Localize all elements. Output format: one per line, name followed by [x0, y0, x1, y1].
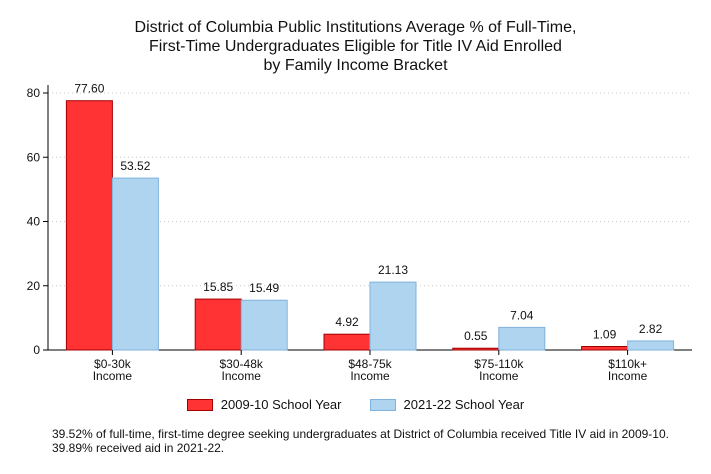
bar-1-3	[498, 326, 546, 351]
bar-0-2	[323, 333, 371, 351]
chart-title: District of Columbia Public Institutions…	[0, 18, 711, 75]
legend-item-2009-10: 2009-10 School Year	[186, 397, 342, 412]
data-label-0-3: 0.55	[464, 329, 488, 343]
y-tick-label-0: 0	[33, 343, 40, 357]
data-label-1-2: 21.13	[378, 263, 408, 277]
x-tick-label-2-1: Income	[350, 369, 390, 383]
chart-title-line-1: District of Columbia Public Institutions…	[134, 19, 577, 36]
y-tick-label-40: 40	[27, 215, 41, 229]
y-tick-label-80: 80	[27, 86, 41, 100]
bar-1-1	[240, 299, 288, 351]
x-tick-label-4-1: Income	[608, 369, 648, 383]
legend-swatch-2021-22	[369, 398, 396, 411]
data-label-1-3: 7.04	[510, 308, 534, 322]
bar-0-3	[452, 347, 500, 351]
legend: 2009-10 School Year 2021-22 School Year	[0, 397, 711, 412]
bar-1-2	[369, 281, 417, 351]
x-tick-label-0-0: $0-30k	[94, 357, 132, 371]
bar-0-4	[581, 345, 629, 351]
data-label-0-4: 1.09	[593, 327, 617, 341]
x-tick-label-3-1: Income	[479, 369, 519, 383]
data-label-0-2: 4.92	[335, 315, 359, 329]
chart-title-line-3: by Family Income Bracket	[263, 57, 448, 74]
bar-0-0	[65, 100, 113, 351]
x-tick-label-4-0: $110k+	[608, 357, 647, 371]
bar-1-0	[111, 177, 159, 351]
x-tick-label-2-0: $48-75k	[348, 357, 392, 371]
data-label-0-1: 15.85	[203, 280, 233, 294]
footnote: 39.52% of full-time, first-time degree s…	[52, 427, 669, 455]
bar-0-1	[194, 298, 242, 351]
chart-title-line-2: First-Time Undergraduates Eligible for T…	[149, 38, 562, 55]
data-label-0-0: 77.60	[74, 82, 104, 96]
bar-1-4	[627, 340, 675, 351]
legend-label-2021-22: 2021-22 School Year	[403, 397, 525, 412]
x-tick-label-1-0: $30-48k	[220, 357, 264, 371]
data-label-1-1: 15.49	[249, 281, 279, 295]
x-tick-label-3-0: $75-110k	[474, 357, 524, 371]
x-tick-label-0-1: Income	[93, 369, 133, 383]
y-tick-label-20: 20	[27, 279, 41, 293]
data-label-1-0: 53.52	[120, 159, 150, 173]
x-tick-label-1-1: Income	[222, 369, 262, 383]
legend-label-2009-10: 2009-10 School Year	[220, 397, 342, 412]
legend-swatch-2009-10	[186, 398, 213, 411]
data-label-1-4: 2.82	[639, 322, 663, 336]
legend-item-2021-22: 2021-22 School Year	[369, 397, 525, 412]
y-tick-label-60: 60	[27, 150, 41, 164]
